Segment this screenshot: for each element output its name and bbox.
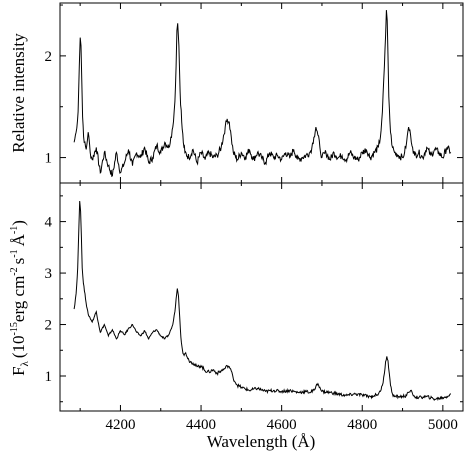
bottom-panel-ticks bbox=[60, 183, 463, 411]
y-tick-label: 1 bbox=[45, 369, 53, 385]
x-tick-label: 5000 bbox=[428, 417, 458, 433]
ylabel-close: ) bbox=[9, 220, 28, 226]
ylabel-angstrom: Å bbox=[9, 233, 28, 246]
ylabel-units-open: (10 bbox=[9, 335, 28, 358]
x-tick-label: 4400 bbox=[186, 417, 216, 433]
bottom-panel-ytick-labels: 1 2 3 4 bbox=[45, 215, 53, 385]
bottom-panel-ylabel: Fλ(10-15erg cm-2s-1Å-1) bbox=[9, 220, 31, 376]
ylabel-f: F bbox=[9, 366, 28, 375]
ylabel-exp3: -1 bbox=[9, 249, 20, 257]
top-panel-ylabel: Relative intensity bbox=[9, 33, 28, 153]
x-tick-label: 4600 bbox=[267, 417, 297, 433]
y-tick-label: 1 bbox=[45, 151, 53, 167]
x-tick-labels: 4200 4400 4600 4800 5000 bbox=[105, 417, 457, 433]
ylabel-exp4: -1 bbox=[9, 226, 20, 234]
y-tick-label: 2 bbox=[45, 49, 53, 65]
bottom-panel: 1 2 3 4 4200 4400 4600 4800 5000 Fλ (10-15erg cm… bbox=[9, 182, 464, 451]
ylabel-exp2: -2 bbox=[9, 267, 20, 275]
top-panel-ytick-labels: 12 bbox=[45, 49, 53, 167]
ylabel-exp1: -15 bbox=[9, 322, 20, 335]
bottom-panel-spectrum-line bbox=[73, 200, 451, 402]
x-axis-title: Wavelength (Å) bbox=[207, 432, 316, 451]
y-tick-label: 3 bbox=[45, 266, 53, 282]
ylabel-s: s bbox=[9, 258, 28, 265]
y-tick-label: 4 bbox=[45, 215, 53, 231]
ylabel-lambda-sub: λ bbox=[19, 360, 31, 366]
ylabel-erg-cm: erg cm bbox=[9, 276, 28, 322]
top-panel-spectrum-line bbox=[73, 10, 452, 178]
x-tick-label: 4200 bbox=[105, 417, 135, 433]
bottom-panel-frame bbox=[59, 182, 464, 412]
top-panel: 12 Relative intensity bbox=[9, 2, 464, 184]
x-tick-label: 4800 bbox=[347, 417, 377, 433]
y-tick-label: 2 bbox=[45, 318, 53, 334]
